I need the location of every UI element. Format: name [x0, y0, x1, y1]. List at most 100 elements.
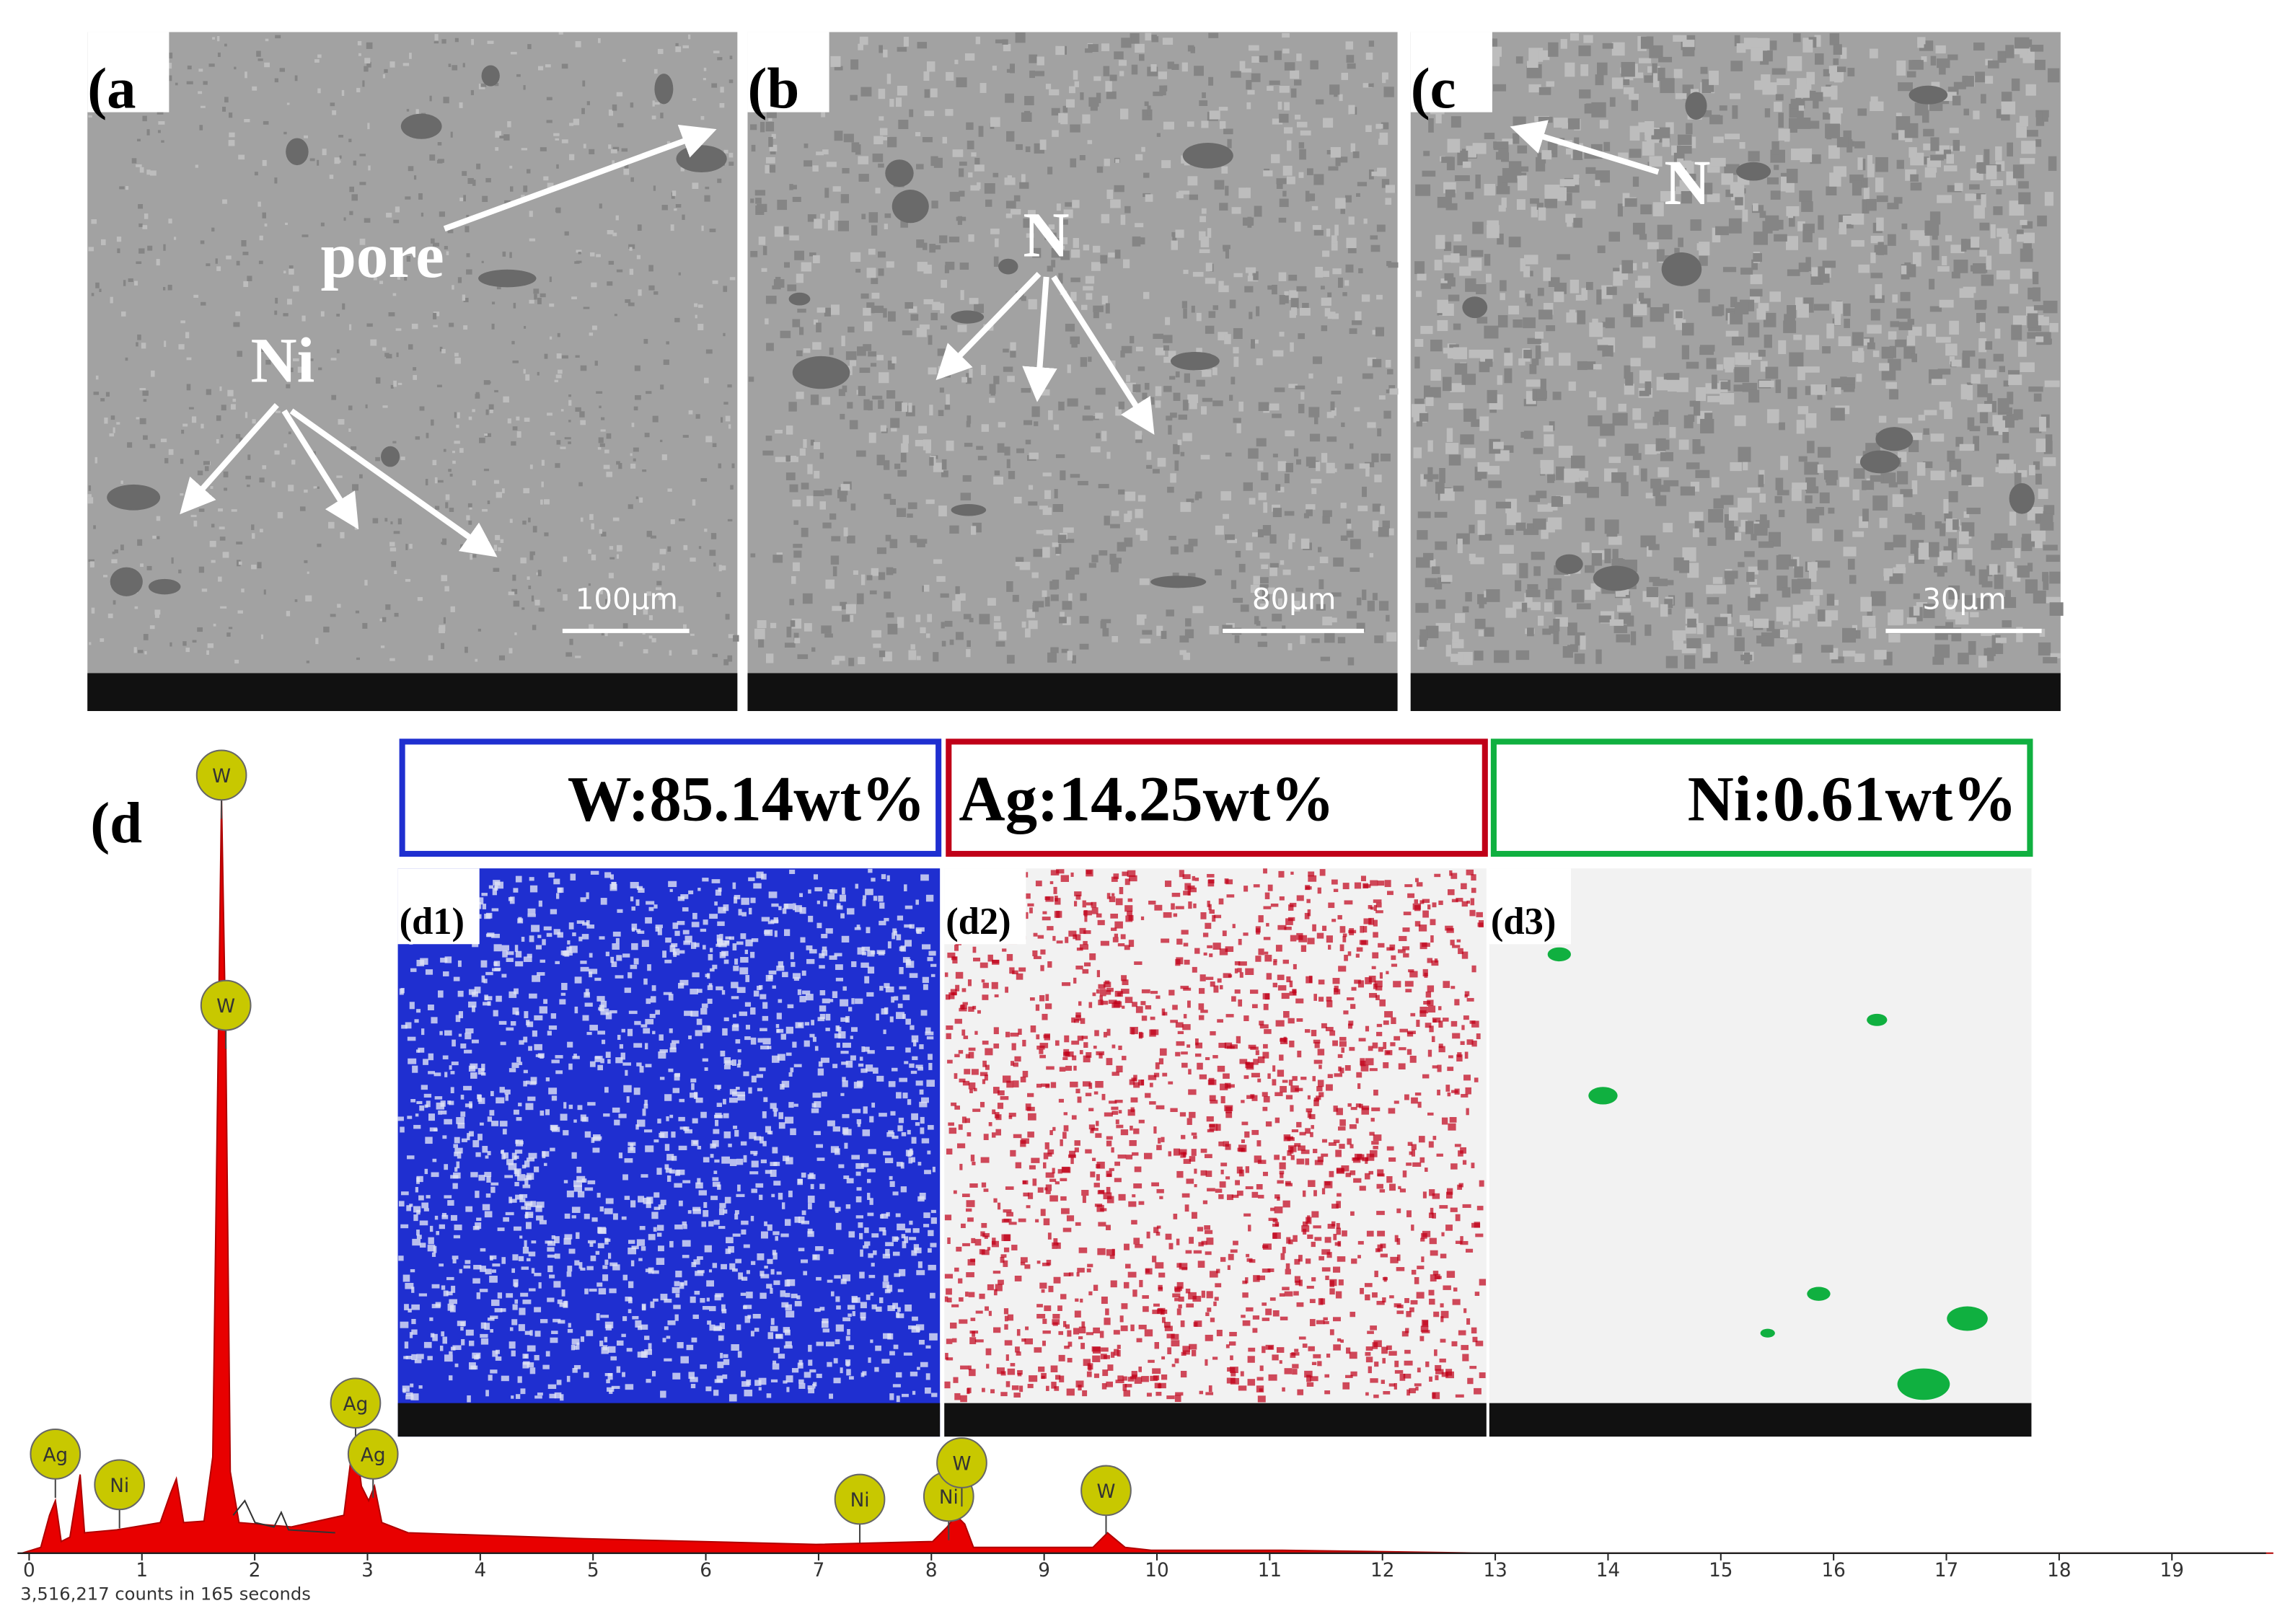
texture — [498, 1020, 507, 1025]
texture — [568, 1104, 573, 1109]
texture — [1361, 294, 1370, 302]
texture — [454, 357, 461, 364]
texture — [860, 87, 872, 97]
texture — [245, 475, 252, 480]
texture — [1854, 653, 1865, 663]
texture — [1538, 207, 1546, 221]
texture — [1556, 495, 1571, 505]
texture — [866, 575, 873, 581]
texture — [162, 286, 166, 291]
texture — [1862, 480, 1875, 490]
texture — [2033, 461, 2040, 470]
texture — [1272, 413, 1282, 418]
texture — [583, 144, 586, 149]
texture — [948, 237, 960, 243]
texture — [1287, 643, 1293, 650]
texture — [651, 1370, 656, 1377]
texture — [528, 1152, 537, 1159]
texture — [1321, 453, 1328, 463]
texture — [1047, 652, 1057, 663]
texture — [1272, 454, 1278, 458]
texture — [511, 1319, 518, 1325]
texture — [765, 318, 769, 325]
texture — [1730, 296, 1738, 307]
texture — [578, 482, 583, 487]
texture — [397, 1116, 404, 1121]
texture — [476, 1217, 482, 1221]
texture — [612, 517, 620, 521]
texture — [1309, 433, 1321, 442]
texture — [1202, 369, 1212, 377]
texture — [1888, 482, 1898, 487]
texture — [1516, 199, 1525, 210]
texture — [537, 1393, 543, 1396]
texture — [765, 156, 775, 164]
texture — [1652, 63, 1657, 77]
texture — [930, 1217, 937, 1224]
texture — [1813, 595, 1820, 606]
texture — [1051, 248, 1061, 258]
texture — [1642, 336, 1656, 348]
texture — [594, 977, 602, 981]
texture — [1644, 75, 1653, 83]
texture — [1794, 566, 1803, 578]
texture — [1155, 347, 1166, 356]
texture — [741, 897, 749, 905]
texture — [837, 221, 850, 231]
texture — [1590, 583, 1601, 592]
texture — [1349, 328, 1357, 335]
texture — [1639, 234, 1647, 240]
texture — [389, 658, 395, 661]
texture — [646, 998, 651, 1005]
info-bar — [87, 673, 738, 711]
texture — [755, 198, 762, 204]
texture — [679, 950, 685, 954]
texture — [93, 525, 96, 529]
texture — [785, 1052, 792, 1056]
texture — [1944, 511, 1952, 521]
texture — [1062, 617, 1071, 625]
texture — [822, 1091, 827, 1097]
texture — [537, 371, 540, 376]
texture — [393, 531, 400, 534]
texture — [219, 526, 225, 530]
texture — [1569, 279, 1580, 294]
texture — [560, 446, 566, 449]
texture — [1711, 374, 1717, 389]
texture — [745, 1025, 751, 1030]
texture — [1474, 619, 1486, 629]
texture — [379, 281, 384, 284]
texture — [547, 1265, 553, 1273]
texture — [837, 1026, 842, 1032]
texture — [524, 1201, 533, 1206]
texture — [1792, 482, 1808, 490]
texture — [1183, 270, 1189, 274]
texture — [869, 590, 877, 595]
texture — [1179, 635, 1189, 643]
texture — [713, 562, 716, 567]
texture — [719, 1323, 726, 1330]
texture — [1978, 337, 1987, 353]
texture — [447, 1100, 452, 1105]
texture — [801, 1210, 806, 1215]
texture — [1930, 433, 1945, 442]
texture — [514, 1182, 519, 1186]
texture — [1875, 177, 1884, 193]
texture — [1052, 579, 1060, 589]
texture — [579, 411, 585, 418]
texture — [1981, 581, 1993, 588]
texture — [822, 397, 831, 405]
texture — [630, 881, 639, 888]
texture — [477, 628, 481, 632]
texture — [759, 1067, 766, 1072]
texture — [1849, 175, 1864, 183]
texture — [439, 211, 445, 217]
texture — [1277, 101, 1282, 110]
texture — [819, 990, 826, 996]
texture — [1315, 266, 1324, 278]
texture — [734, 1129, 739, 1137]
texture — [1279, 198, 1289, 208]
texture — [734, 1210, 739, 1214]
texture — [674, 317, 680, 322]
texture — [1388, 262, 1399, 268]
